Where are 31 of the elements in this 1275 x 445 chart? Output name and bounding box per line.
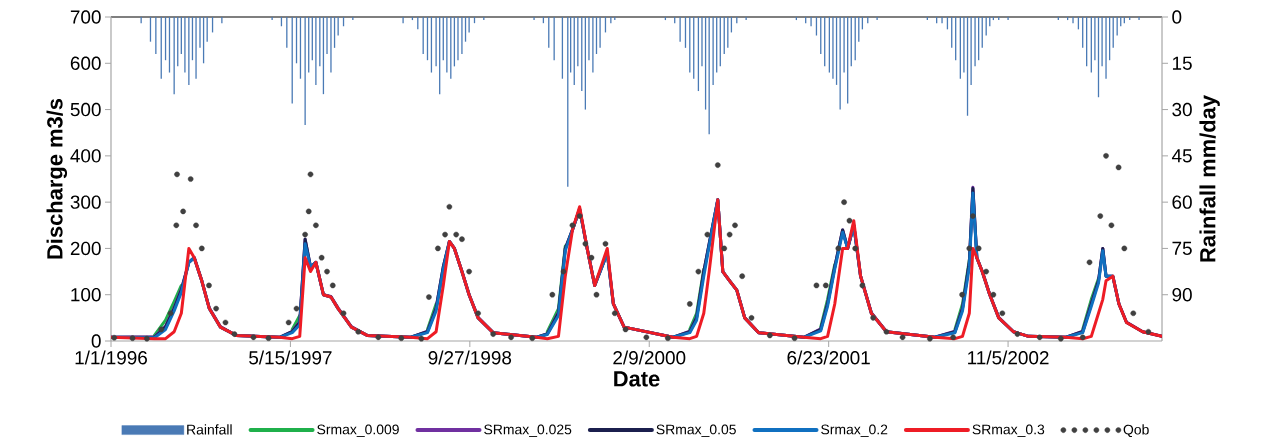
y-tick-label: 100 — [71, 288, 101, 302]
legend-label: Srmax_0.009 — [317, 424, 399, 437]
legend-label: Rainfall — [187, 424, 232, 435]
y-tick-label: 700 — [70, 10, 101, 24]
y-tick-label: 600 — [70, 56, 101, 70]
y2-tick-label: 45 — [1171, 149, 1192, 163]
x-tick-label: 5/15/1997 — [249, 350, 332, 365]
y-tick-label: 500 — [70, 102, 101, 117]
legend-label: SRmax_0.3 — [972, 424, 1045, 437]
legend-label: Srmax_0.2 — [821, 424, 888, 437]
y-axis-title: Discharge m3/s — [46, 98, 68, 259]
y2-tick-label: 90 — [1172, 288, 1192, 302]
x-tick-label: 2/9/2000 — [613, 350, 686, 365]
y-tick-label: 300 — [70, 195, 101, 209]
y2-tick-label: 0 — [1172, 10, 1182, 24]
y-tick-label: 0 — [91, 334, 101, 348]
x-axis-title: Date — [614, 371, 660, 387]
legend-label: SRmax_0.05 — [656, 424, 736, 437]
y-tick-label: 400 — [70, 149, 101, 163]
y2-tick-label: 60 — [1172, 195, 1192, 209]
y-tick-label: 200 — [70, 241, 101, 256]
x-tick-label: 9/27/1998 — [428, 350, 512, 365]
legend-label: Qob — [1123, 424, 1149, 438]
legend-label: SRmax_0.025 — [484, 424, 572, 437]
x-tick-label: 11/5/2002 — [968, 350, 1049, 365]
y2-axis-title: Rainfall mm/day — [1199, 95, 1220, 262]
y2-tick-label: 15 — [1172, 56, 1192, 70]
x-tick-label: 6/23/2001 — [787, 350, 870, 365]
y2-tick-label: 75 — [1172, 241, 1192, 256]
x-tick-label: 1/1/1996 — [75, 350, 147, 365]
y2-tick-label: 30 — [1172, 102, 1192, 117]
